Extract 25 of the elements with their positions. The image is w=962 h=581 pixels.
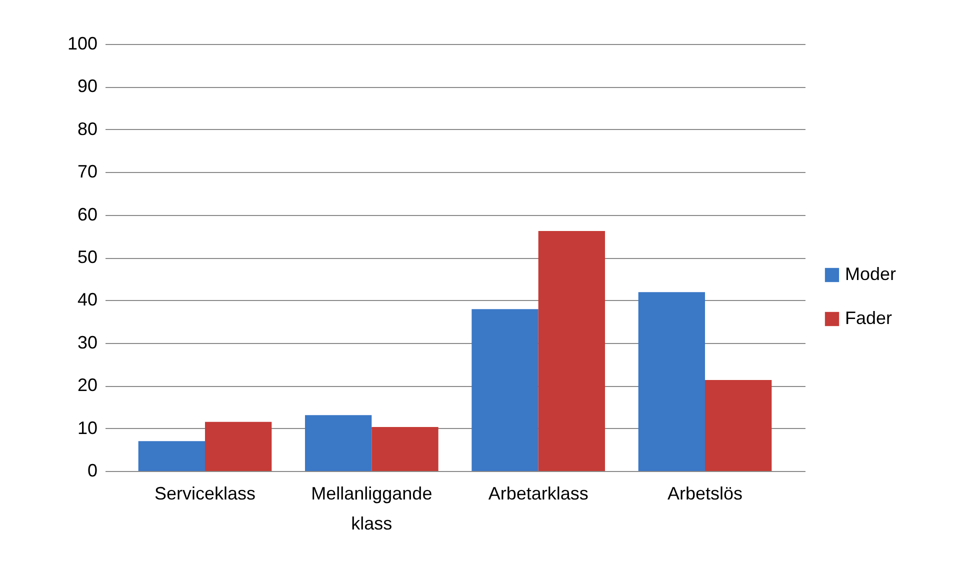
bar [705,380,772,471]
y-tick-label: 90 [77,76,98,96]
x-tick-label: Arbetslös [667,484,743,504]
bar [205,422,272,471]
y-tick-label: 70 [77,162,98,182]
y-tick-label: 0 [87,460,98,480]
legend-label: Fader [845,308,892,328]
y-tick-label: 40 [77,290,98,310]
y-tick-label: 50 [77,247,98,267]
y-tick-label: 80 [77,118,98,139]
bar [305,415,372,471]
bar [638,292,705,471]
bar [372,427,438,471]
y-tick-label: 10 [77,418,98,438]
bar [538,231,605,471]
x-tick-label: Arbetarklass [488,484,588,504]
bar [138,441,205,471]
y-tick-label: 20 [77,375,98,396]
legend-label: Moder [845,264,896,284]
y-tick-label: 30 [77,332,98,352]
x-tick-label: Mellanliggande klass [311,484,432,534]
y-tick-label: 100 [67,34,98,54]
bar [472,309,538,471]
y-tick-label: 60 [77,204,98,224]
x-tick-label: Serviceklass [154,484,256,504]
